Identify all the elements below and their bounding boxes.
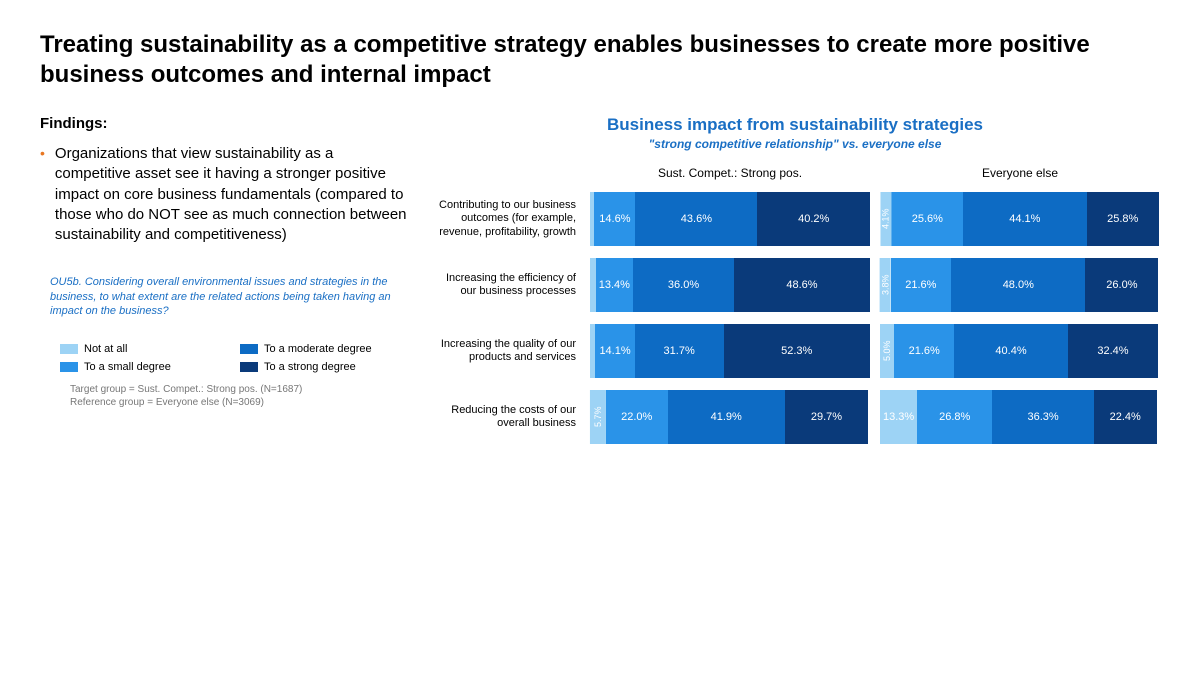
legend-item: To a small degree [60, 361, 230, 373]
stacked-bar: 4.1%25.6%44.1%25.8% [880, 192, 1160, 246]
bullet-icon: • [40, 144, 45, 245]
legend-item: To a moderate degree [240, 343, 410, 355]
page-title: Treating sustainability as a competitive… [40, 30, 1140, 90]
bar-segment: 36.0% [633, 258, 734, 312]
chart-panel: Business impact from sustainability stra… [430, 115, 1160, 450]
bar-segment: 48.0% [951, 258, 1085, 312]
bar-segment: 29.7% [785, 390, 868, 444]
bar-segment: 5.7% [590, 390, 606, 444]
bar-cell: 14.1%31.7%52.3% [590, 318, 870, 384]
target-group-note: Target group = Sust. Compet.: Strong pos… [40, 383, 410, 396]
stacked-bar: 5.0%21.6%40.4%32.4% [880, 324, 1160, 378]
bar-segment: 3.8% [880, 258, 891, 312]
bar-segment: 21.6% [891, 258, 951, 312]
bar-cell: 4.1%25.6%44.1%25.8% [880, 186, 1160, 252]
bar-segment: 5.0% [880, 324, 894, 378]
bar-segment: 25.6% [891, 192, 963, 246]
content-row: Findings: • Organizations that view sust… [40, 115, 1160, 450]
legend-label: To a moderate degree [264, 343, 372, 355]
legend-swatch [60, 344, 78, 354]
bar-segment: 40.4% [954, 324, 1067, 378]
bar-segment: 22.0% [606, 390, 668, 444]
legend-label: Not at all [84, 343, 127, 355]
bar-segment: 43.6% [635, 192, 757, 246]
bar-segment: 14.1% [595, 324, 634, 378]
bar-segment: 4.1% [880, 192, 891, 246]
legend-label: To a small degree [84, 361, 171, 373]
legend-swatch [60, 362, 78, 372]
legend-swatch [240, 362, 258, 372]
bar-segment: 32.4% [1068, 324, 1159, 378]
row-label: Increasing the quality of our products a… [430, 338, 580, 364]
bullet-text: Organizations that view sustainability a… [55, 144, 410, 245]
bar-segment: 44.1% [963, 192, 1086, 246]
bar-cell: 13.3%26.8%36.3%22.4% [880, 384, 1160, 450]
row-label: Contributing to our business outcomes (f… [430, 199, 580, 239]
bar-cell: 5.7%22.0%41.9%29.7% [590, 384, 870, 450]
row-label: Reducing the costs of our overall busine… [430, 404, 580, 430]
stacked-bar: 14.1%31.7%52.3% [590, 324, 870, 378]
slide: Treating sustainability as a competitive… [0, 0, 1200, 470]
bar-segment: 31.7% [635, 324, 724, 378]
bar-cell: 3.8%21.6%48.0%26.0% [880, 252, 1160, 318]
bar-segment: 40.2% [757, 192, 870, 246]
legend-item: To a strong degree [240, 361, 410, 373]
stacked-bar: 5.7%22.0%41.9%29.7% [590, 390, 870, 444]
legend-swatch [240, 344, 258, 354]
bar-segment: 13.3% [880, 390, 917, 444]
findings-heading: Findings: [40, 115, 410, 132]
stacked-bar: 14.6%43.6%40.2% [590, 192, 870, 246]
bar-segment: 14.6% [594, 192, 635, 246]
bar-segment: 22.4% [1094, 390, 1157, 444]
bar-segment: 41.9% [668, 390, 785, 444]
bar-segment: 26.8% [917, 390, 992, 444]
bar-segment: 13.4% [596, 258, 634, 312]
findings-bullet: • Organizations that view sustainability… [40, 144, 410, 245]
bar-segment: 52.3% [724, 324, 870, 378]
bar-segment: 26.0% [1085, 258, 1158, 312]
bar-segment: 21.6% [894, 324, 954, 378]
legend-item: Not at all [60, 343, 230, 355]
row-label: Increasing the efficiency of our busines… [430, 272, 580, 298]
bar-segment: 48.6% [734, 258, 870, 312]
legend: Not at all To a moderate degree To a small… [40, 343, 410, 373]
column-header: Everyone else [880, 166, 1160, 186]
legend-label: To a strong degree [264, 361, 356, 373]
column-header: Sust. Compet.: Strong pos. [590, 166, 870, 186]
bar-segment: 36.3% [992, 390, 1094, 444]
left-column: Findings: • Organizations that view sust… [40, 115, 410, 450]
chart-title: Business impact from sustainability stra… [430, 115, 1160, 135]
stacked-bar: 13.3%26.8%36.3%22.4% [880, 390, 1160, 444]
stacked-bar: 13.4%36.0%48.6% [590, 258, 870, 312]
bar-cell: 5.0%21.6%40.4%32.4% [880, 318, 1160, 384]
chart-grid: Sust. Compet.: Strong pos. Everyone else C… [430, 166, 1160, 450]
bar-segment: 25.8% [1087, 192, 1159, 246]
reference-group-note: Reference group = Everyone else (N=3069) [40, 396, 410, 409]
bar-cell: 13.4%36.0%48.6% [590, 252, 870, 318]
bar-cell: 14.6%43.6%40.2% [590, 186, 870, 252]
survey-question: OU5b. Considering overall environmental … [40, 275, 410, 318]
stacked-bar: 3.8%21.6%48.0%26.0% [880, 258, 1160, 312]
chart-subtitle: "strong competitive relationship" vs. ev… [430, 137, 1160, 151]
